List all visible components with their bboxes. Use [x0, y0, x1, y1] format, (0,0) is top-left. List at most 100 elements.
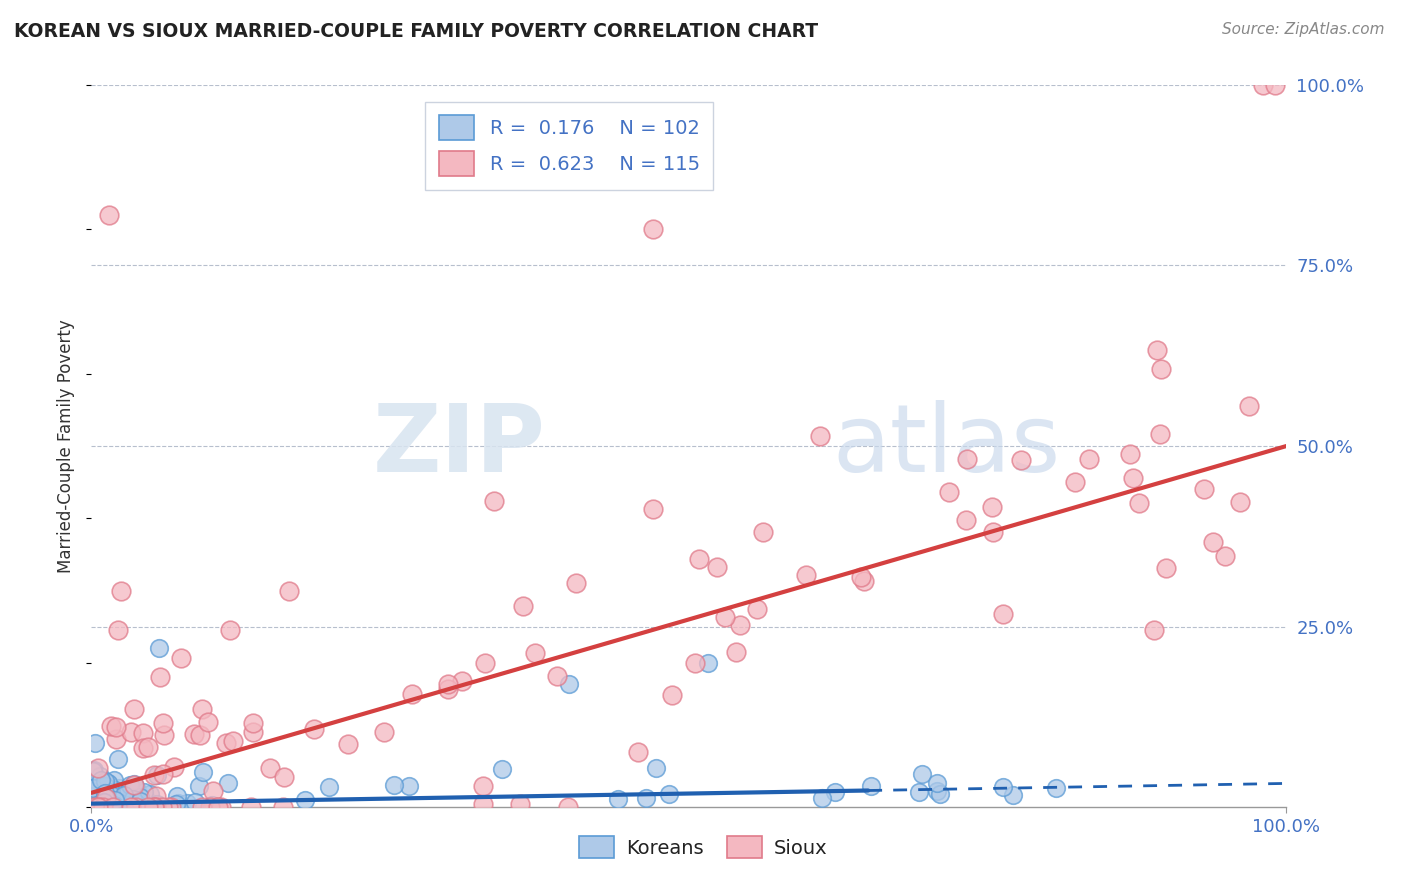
Point [993, 780, 1015, 794]
Point [1251, 78, 1274, 92]
Point [135, 792, 157, 806]
Point [641, 222, 664, 236]
Point [546, 669, 568, 683]
Point [112, 788, 135, 802]
Point [129, 794, 152, 808]
Point [152, 715, 174, 730]
Point [661, 688, 683, 702]
Point [849, 570, 872, 584]
Point [645, 761, 668, 775]
Point [104, 793, 127, 807]
Point [271, 799, 294, 814]
Point [808, 428, 831, 442]
Point [93, 795, 115, 809]
Point [1146, 343, 1168, 358]
Point [118, 778, 141, 792]
Point [94, 790, 117, 805]
Point [152, 799, 174, 814]
Point [100, 799, 122, 814]
Point [143, 799, 166, 814]
Point [90, 775, 112, 789]
Point [129, 796, 152, 810]
Point [166, 796, 188, 810]
Point [165, 797, 187, 811]
Point [145, 797, 167, 811]
Point [83, 779, 105, 793]
Point [89, 799, 111, 814]
Point [304, 723, 326, 737]
Point [101, 799, 124, 814]
Point [1201, 535, 1223, 549]
Point [852, 574, 875, 589]
Point [1149, 426, 1171, 441]
Point [149, 670, 172, 684]
Point [107, 795, 129, 809]
Point [558, 677, 581, 691]
Point [197, 714, 219, 729]
Point [938, 485, 960, 500]
Point [471, 779, 494, 793]
Point [90, 773, 112, 788]
Point [94, 779, 117, 793]
Point [83, 793, 105, 807]
Point [146, 768, 169, 782]
Point [200, 798, 222, 813]
Point [166, 789, 188, 804]
Point [217, 776, 239, 790]
Point [107, 624, 129, 638]
Point [859, 779, 882, 793]
Point [398, 779, 420, 793]
Point [82, 764, 104, 778]
Point [148, 641, 170, 656]
Point [184, 795, 207, 809]
Point [824, 785, 846, 799]
Point [222, 734, 245, 748]
Point [105, 799, 128, 814]
Point [101, 798, 124, 813]
Legend: Koreans, Sioux: Koreans, Sioux [571, 828, 835, 866]
Point [1192, 482, 1215, 496]
Point [927, 776, 949, 790]
Point [627, 745, 650, 759]
Point [1064, 475, 1087, 489]
Point [104, 732, 127, 747]
Point [508, 797, 530, 812]
Point [908, 784, 931, 798]
Point [981, 525, 1004, 540]
Point [337, 737, 360, 751]
Point [491, 762, 513, 776]
Point [89, 769, 111, 783]
Point [91, 797, 114, 812]
Point [728, 617, 751, 632]
Point [242, 725, 264, 739]
Point [318, 780, 340, 794]
Point [82, 789, 104, 804]
Point [294, 793, 316, 807]
Point [641, 502, 664, 516]
Point [86, 799, 108, 814]
Point [87, 799, 110, 814]
Point [111, 789, 134, 804]
Point [382, 779, 405, 793]
Point [93, 786, 115, 800]
Point [993, 607, 1015, 622]
Point [86, 797, 108, 812]
Point [142, 768, 165, 782]
Point [100, 784, 122, 798]
Point [103, 799, 125, 814]
Point [100, 793, 122, 807]
Point [103, 799, 125, 814]
Point [104, 720, 127, 734]
Point [1264, 78, 1286, 92]
Point [132, 785, 155, 799]
Point [122, 702, 145, 716]
Point [152, 767, 174, 781]
Point [101, 788, 124, 802]
Point [512, 599, 534, 613]
Point [373, 725, 395, 739]
Point [107, 752, 129, 766]
Point [83, 764, 105, 778]
Point [107, 799, 129, 814]
Point [169, 651, 191, 665]
Point [207, 799, 229, 814]
